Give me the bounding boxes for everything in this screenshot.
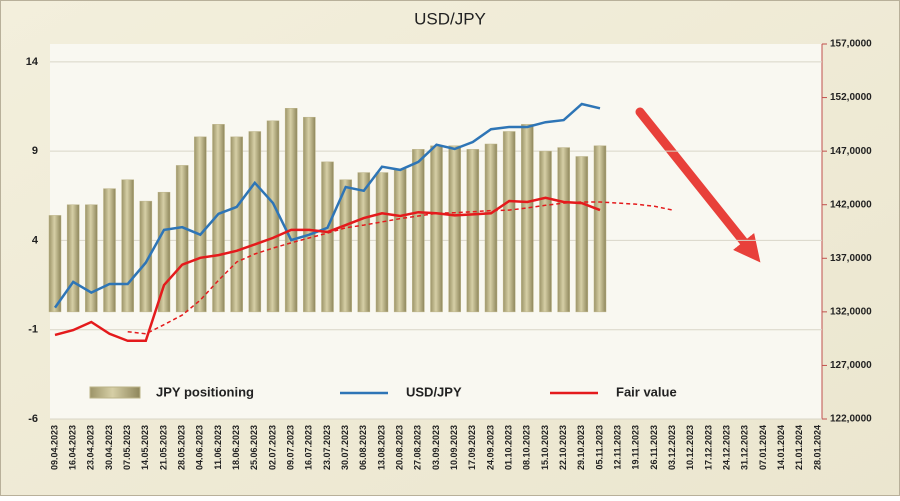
- x-tick-label: 13.08.2023: [376, 425, 386, 470]
- bar: [266, 120, 280, 313]
- y2-tick-label: 137,0000: [830, 253, 872, 264]
- x-tick-label: 30.07.2023: [340, 425, 350, 470]
- y-tick-label: 14: [26, 56, 39, 68]
- x-tick-label: 21.05.2023: [158, 425, 168, 470]
- x-tick-label: 24.12.2023: [722, 425, 732, 470]
- bar: [502, 131, 516, 313]
- x-tick-label: 11.06.2023: [213, 425, 223, 470]
- x-tick-label: 01.10.2023: [504, 425, 514, 470]
- bar: [375, 172, 389, 313]
- line: [53, 102, 601, 309]
- y2-tick-label: 157,0000: [830, 39, 872, 50]
- y2-tick-label: 152,0000: [830, 92, 872, 103]
- bar: [557, 147, 570, 313]
- x-tick-label: 02.07.2023: [267, 425, 277, 470]
- y2-tick-label: 142,0000: [830, 199, 872, 210]
- x-tick-label: 14.05.2023: [140, 425, 150, 470]
- x-tick-label: 14.01.2024: [776, 425, 786, 470]
- legend-label: JPY positioning: [156, 384, 254, 399]
- bar: [466, 149, 480, 313]
- x-tick-label: 22.10.2023: [558, 425, 568, 470]
- bar: [103, 188, 116, 313]
- bar: [248, 131, 262, 313]
- legend-swatch: [89, 386, 141, 399]
- bar: [121, 179, 134, 313]
- bar: [448, 145, 461, 313]
- x-tick-label: 23.07.2023: [322, 425, 332, 470]
- line: [54, 196, 601, 343]
- bar: [85, 204, 98, 313]
- x-tick-label: 07.05.2023: [122, 425, 132, 470]
- bar: [212, 124, 225, 313]
- chart-title: USD/JPY: [414, 9, 486, 28]
- x-tick-label: 06.08.2023: [358, 425, 368, 470]
- x-tick-label: 17.12.2023: [703, 425, 713, 470]
- bar: [539, 150, 552, 313]
- bar: [66, 204, 80, 313]
- bar: [48, 215, 62, 313]
- x-tick-label: 23.04.2023: [86, 425, 96, 470]
- x-tick-label: 25.06.2023: [249, 425, 259, 470]
- bar: [175, 165, 189, 313]
- x-tick-label: 09.07.2023: [286, 425, 296, 470]
- x-tick-label: 10.12.2023: [685, 425, 695, 470]
- y2-tick-label: 132,0000: [830, 306, 872, 317]
- bar: [575, 156, 589, 313]
- x-tick-label: 16.04.2023: [68, 425, 78, 470]
- y2-tick-label: 122,0000: [830, 414, 872, 425]
- bar: [393, 168, 407, 313]
- x-tick-label: 24.09.2023: [485, 425, 495, 470]
- x-tick-label: 05.11.2023: [594, 425, 604, 470]
- bar: [484, 143, 498, 313]
- x-tick-label: 18.06.2023: [231, 425, 241, 470]
- x-tick-label: 20.08.2023: [395, 425, 405, 470]
- x-tick-label: 21.01.2024: [794, 425, 804, 470]
- y-tick-label: 9: [32, 145, 38, 157]
- x-tick-label: 27.08.2023: [413, 425, 423, 470]
- x-tick-label: 08.10.2023: [522, 425, 532, 470]
- x-tick-label: 09.04.2023: [49, 425, 59, 470]
- x-tick-label: 30.04.2023: [104, 425, 114, 470]
- x-tick-label: 12.11.2023: [613, 425, 623, 470]
- x-tick-label: 10.09.2023: [449, 425, 459, 470]
- legend-label: Fair value: [616, 384, 677, 399]
- x-tick-label: 17.09.2023: [467, 425, 477, 470]
- y2-tick-label: 127,0000: [830, 360, 872, 371]
- x-tick-label: 29.10.2023: [576, 425, 586, 470]
- bar: [521, 124, 534, 313]
- y2-tick-label: 147,0000: [830, 146, 872, 157]
- bar: [339, 179, 352, 313]
- x-tick-label: 03.09.2023: [431, 425, 441, 470]
- legend-label: USD/JPY: [406, 384, 462, 399]
- x-tick-label: 16.07.2023: [304, 425, 314, 470]
- bar: [412, 149, 425, 313]
- bar: [593, 145, 607, 313]
- bar: [303, 116, 316, 313]
- x-tick-label: 28.05.2023: [177, 425, 187, 470]
- bar: [321, 161, 334, 313]
- x-tick-label: 26.11.2023: [649, 425, 659, 470]
- bar: [430, 145, 443, 313]
- x-tick-label: 19.11.2023: [631, 425, 641, 470]
- y-tick-label: -1: [28, 324, 38, 336]
- x-tick-label: 07.01.2024: [758, 425, 768, 470]
- x-tick-label: 31.12.2023: [740, 425, 750, 470]
- x-tick-label: 04.06.2023: [195, 425, 205, 470]
- bar: [284, 108, 298, 313]
- x-tick-label: 03.12.2023: [667, 425, 677, 470]
- bar: [139, 200, 153, 313]
- y-tick-label: 4: [32, 234, 39, 246]
- bar: [357, 172, 371, 313]
- y-tick-label: -6: [28, 413, 38, 425]
- x-tick-label: 28.01.2024: [812, 425, 822, 470]
- bar: [194, 136, 207, 313]
- bar: [157, 191, 171, 313]
- x-tick-label: 15.10.2023: [540, 425, 550, 470]
- arrow: [635, 107, 761, 263]
- bar: [230, 136, 243, 313]
